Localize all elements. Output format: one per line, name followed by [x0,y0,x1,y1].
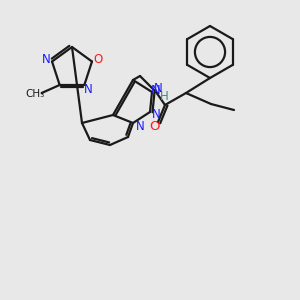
Text: H: H [160,89,168,103]
Text: N: N [84,83,93,97]
Text: N: N [154,82,162,95]
Text: N: N [42,53,50,66]
Text: O: O [149,119,159,133]
Text: N: N [151,85,161,98]
Text: CH₃: CH₃ [25,89,44,99]
Text: O: O [93,53,103,66]
Text: N: N [152,107,160,121]
Text: N: N [136,119,144,133]
